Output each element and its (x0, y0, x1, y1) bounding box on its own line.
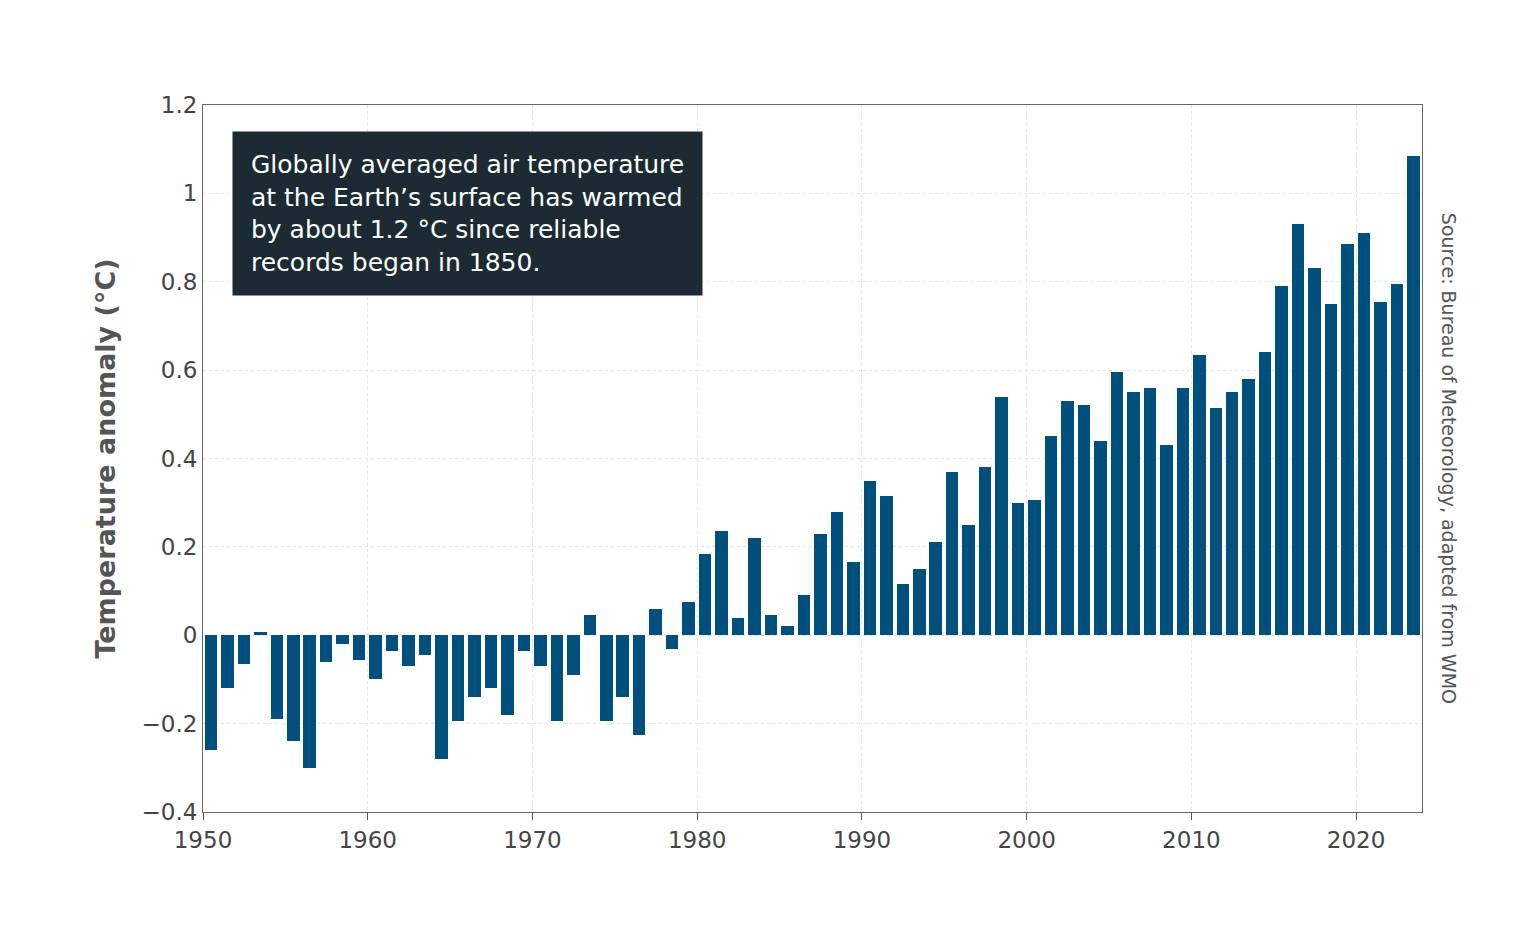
svg-text:2020: 2020 (1327, 827, 1386, 853)
svg-text:Temperature anomaly (°C): Temperature anomaly (°C) (90, 258, 121, 658)
svg-text:0.4: 0.4 (161, 446, 198, 472)
svg-text:1950: 1950 (174, 827, 233, 853)
svg-text:1970: 1970 (503, 827, 562, 853)
svg-text:1980: 1980 (668, 827, 727, 853)
svg-text:0: 0 (183, 622, 198, 648)
svg-text:1: 1 (183, 180, 198, 206)
svg-text:1960: 1960 (338, 827, 397, 853)
svg-text:1.2: 1.2 (161, 92, 198, 118)
svg-text:2010: 2010 (1162, 827, 1221, 853)
svg-text:−0.2: −0.2 (142, 711, 198, 737)
svg-text:0.2: 0.2 (161, 534, 198, 560)
svg-text:1990: 1990 (833, 827, 892, 853)
svg-text:Source: Bureau of Meteorology,: Source: Bureau of Meteorology, adapted f… (1438, 213, 1460, 704)
svg-text:0.8: 0.8 (161, 269, 198, 295)
svg-text:−0.4: −0.4 (142, 799, 198, 825)
svg-text:Globally averaged air temperat: Globally averaged air temperatureat the … (251, 150, 684, 277)
svg-text:0.6: 0.6 (161, 357, 198, 383)
svg-text:2000: 2000 (997, 827, 1056, 853)
